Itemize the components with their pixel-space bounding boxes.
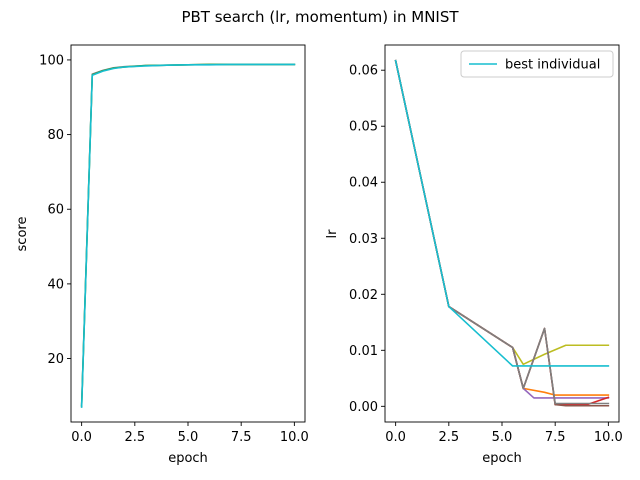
lr-y-tick-label: 0.03 <box>349 232 378 247</box>
lr-y-tick-label: 0.01 <box>349 344 378 359</box>
lr-y-tick-label: 0.02 <box>349 288 378 303</box>
lr-series-group <box>394 59 610 407</box>
score-y-tick-label: 60 <box>47 203 64 218</box>
lr-y-tick-label: 0.06 <box>349 64 378 79</box>
score-x-tick-label: 10.0 <box>280 430 309 445</box>
score-x-tick-label: 2.5 <box>124 430 145 445</box>
figure-title: PBT search (lr, momentum) in MNIST <box>181 8 459 26</box>
lr-y-axis-label: lr <box>325 229 340 239</box>
lr-y-tick-label: 0.04 <box>349 176 378 191</box>
score-series-line-2 <box>80 63 296 408</box>
score-x-axis-label: epoch <box>168 451 208 466</box>
score-x-tick-label: 5.0 <box>178 430 199 445</box>
lr-x-tick-label: 0.0 <box>385 430 406 445</box>
lr-series-line-6 <box>394 59 610 367</box>
lr-subplot: epoch lr 0.0 2.5 5.0 7.5 10.0 0.00 0.01 0.02 0.0… <box>325 44 623 466</box>
score-y-axis-label: score <box>15 217 30 252</box>
lr-y-tick-label: 0.00 <box>349 400 378 415</box>
lr-y-tick-label: 0.05 <box>349 120 378 135</box>
lr-x-tick-label: 5.0 <box>492 430 513 445</box>
score-y-tick-label: 100 <box>39 53 64 68</box>
score-x-tick-label: 7.5 <box>231 430 252 445</box>
legend-label: best individual <box>505 58 600 73</box>
legend-box <box>460 50 614 78</box>
score-y-tick-label: 20 <box>47 352 64 367</box>
score-y-tick-label: 80 <box>47 128 64 143</box>
lr-x-tick-label: 2.5 <box>438 430 459 445</box>
score-y-tick-label: 40 <box>47 277 64 292</box>
score-x-tick-label: 0.0 <box>71 430 92 445</box>
score-subplot: epoch score 0.0 2.5 5.0 7.5 10.0 20 40 60 80 100 <box>15 44 309 466</box>
score-series-group <box>80 63 296 408</box>
lr-x-axis-label: epoch <box>482 451 522 466</box>
lr-x-tick-label: 7.5 <box>545 430 566 445</box>
lr-x-tick-label: 10.0 <box>594 430 623 445</box>
lr-legend: best individual <box>460 50 614 78</box>
